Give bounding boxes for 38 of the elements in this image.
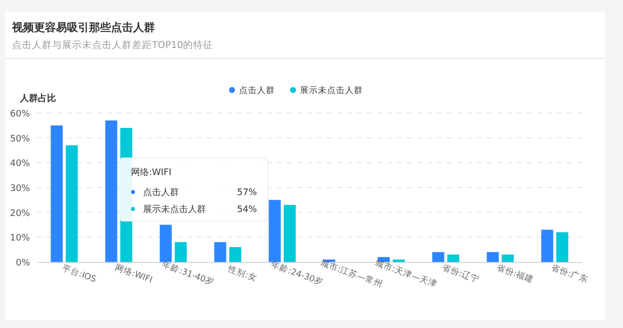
y-tick-label: 50% (10, 134, 30, 144)
bar (432, 252, 444, 262)
legend-label: 展示未点击人群 (300, 85, 363, 96)
bar (541, 230, 554, 262)
annotation: 网络:WIFI (131, 167, 172, 178)
x-tick-label: 网络:WIFI (113, 262, 154, 286)
bar (214, 242, 226, 262)
x-tick-label: 性别:女 (226, 263, 259, 284)
x-tick-label: 平台:IOS (60, 262, 98, 285)
x-tick-label: 省份:辽宁 (440, 262, 481, 286)
annotation: 54% (236, 205, 258, 215)
x-tick-label: 省份:福建 (494, 262, 536, 286)
bar (486, 252, 499, 262)
bar (447, 254, 460, 262)
bar (268, 200, 281, 262)
y-tick-label: 60% (10, 110, 30, 120)
chart-title: 视频更容易吸引那些点击人群 (11, 21, 155, 34)
bar (556, 232, 568, 262)
bar (502, 254, 514, 262)
bar (66, 145, 78, 262)
annotation: 57% (236, 188, 258, 198)
x-tick-label: 省份:广东 (549, 262, 590, 286)
bar (284, 204, 296, 262)
y-tick-label: 0% (16, 258, 30, 268)
y-tick-label: 10% (10, 234, 30, 244)
y-tick-label: 30% (10, 184, 30, 194)
bar (50, 125, 63, 262)
bar (160, 224, 172, 262)
y-axis-title: 人群占比 (19, 93, 56, 104)
annotation: 展示未点击人群 (143, 204, 206, 215)
y-tick-label: 20% (10, 208, 30, 219)
legend-label: 点击人群 (239, 85, 275, 96)
y-tick-label: 40% (10, 159, 30, 170)
bar (229, 247, 242, 262)
bar (105, 120, 118, 262)
bar (174, 242, 187, 262)
chart-subtitle: 点击人群与展示未点击人群差距TOP10的特征 (12, 39, 214, 51)
annotation: 点击人群 (143, 187, 179, 198)
